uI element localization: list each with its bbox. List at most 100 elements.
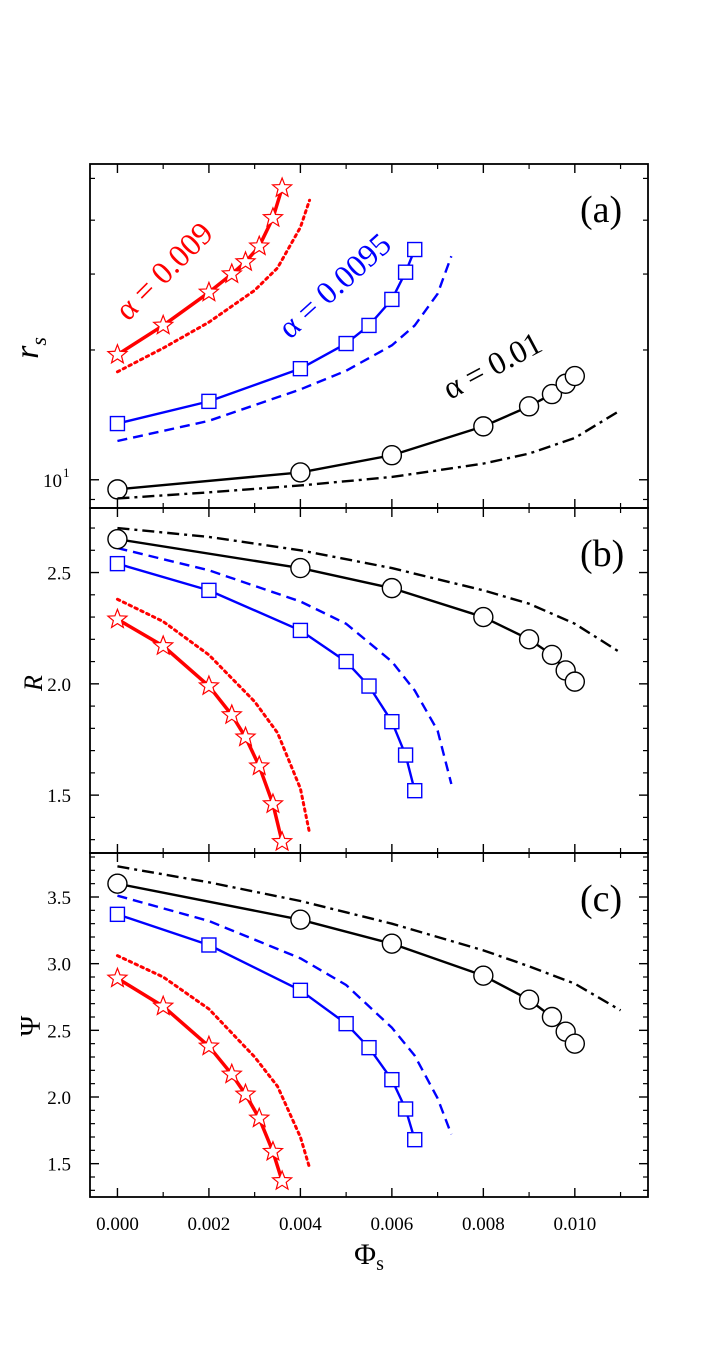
data-point-square (397, 747, 414, 763)
data-point-star (197, 280, 221, 302)
y-axis-title-rs: rs (9, 337, 51, 359)
data-point-star (152, 313, 175, 335)
series-line-c-3 (117, 894, 453, 1135)
data-point-circle (473, 606, 494, 628)
panel-label: (c) (580, 878, 622, 920)
x-tick-label: 0.000 (96, 1214, 139, 1235)
data-point-star (197, 1034, 221, 1056)
data-point-star (248, 754, 271, 776)
y-axis-title-R: R (19, 675, 48, 692)
data-point-circle (290, 557, 311, 579)
data-point-square (361, 678, 377, 694)
y-tick-label: 2.5 (47, 1021, 71, 1042)
data-point-square (292, 982, 309, 999)
data-point-circle (381, 445, 403, 466)
data-point-square (338, 335, 354, 352)
data-point-circle (541, 644, 563, 666)
data-point-square (361, 1039, 377, 1056)
data-point-star (152, 634, 175, 656)
data-point-star (271, 830, 294, 852)
data-point-square (109, 415, 126, 432)
data-point-circle (290, 462, 311, 483)
x-tick-label: 0.008 (462, 1214, 505, 1235)
y-tick-label: 2.5 (47, 564, 71, 585)
data-point-square (407, 1131, 423, 1148)
data-point-star (106, 607, 129, 629)
data-point-circle (518, 989, 540, 1010)
data-point-star (106, 966, 129, 988)
data-point-square (397, 264, 414, 280)
y-axis-title-psi: Ψ (16, 1015, 47, 1036)
data-point-square (384, 1071, 400, 1088)
y-tick-label: 10 (43, 471, 62, 492)
data-point-star (220, 703, 243, 725)
data-point-star (234, 1082, 257, 1104)
data-point-circle (541, 383, 563, 405)
data-point-square (338, 1015, 354, 1032)
data-point-square (407, 782, 423, 799)
x-tick-label: 0.006 (370, 1214, 413, 1235)
data-point-circle (107, 873, 128, 894)
data-point-square (407, 241, 423, 258)
series-line-c-5 (117, 865, 622, 1012)
data-point-square (201, 937, 217, 953)
data-point-square (201, 582, 217, 599)
panel-c-plot-area (106, 865, 622, 1191)
panel-c-frame (89, 852, 649, 1198)
series-line-a-3 (117, 255, 453, 443)
data-point-circle (473, 416, 494, 437)
data-point-circle (107, 479, 128, 500)
data-point-star (106, 343, 129, 365)
series-line-b-3 (117, 546, 453, 785)
y-tick-label: 1.5 (47, 1155, 71, 1176)
data-point-circle (518, 396, 540, 417)
data-point-star (271, 1169, 294, 1191)
data-point-circle (290, 909, 311, 930)
data-point-star (248, 234, 271, 256)
x-tick-label: 0.004 (279, 1214, 322, 1235)
data-point-circle (564, 365, 586, 387)
data-point-square (109, 555, 126, 572)
data-point-circle (564, 671, 586, 692)
data-point-star (261, 1140, 285, 1162)
series-line-a-1 (115, 198, 312, 374)
data-point-circle (473, 965, 494, 986)
data-point-star (261, 792, 285, 814)
data-point-circle (541, 1006, 563, 1028)
data-point-circle (107, 528, 128, 550)
panel-b-plot-area (106, 526, 622, 852)
y-tick-label-exponent: 1 (63, 465, 70, 480)
data-point-square (397, 1101, 414, 1117)
y-tick-label: 2.0 (47, 675, 71, 696)
series-line-b-1 (115, 597, 312, 835)
data-point-circle (381, 577, 403, 599)
data-point-square (338, 653, 354, 670)
data-point-circle (518, 629, 540, 650)
data-point-star (220, 1062, 243, 1084)
data-point-star (152, 994, 175, 1016)
y-tick-label: 3.0 (47, 955, 71, 976)
data-point-circle (381, 933, 403, 954)
data-point-star (197, 674, 221, 696)
y-tick-label: 1.5 (47, 786, 71, 807)
data-point-square (361, 317, 377, 334)
data-point-square (292, 622, 309, 639)
panel-label: (a) (580, 189, 622, 231)
data-point-star (234, 725, 257, 747)
x-axis-title: Φs (354, 1238, 384, 1275)
data-point-star (261, 206, 285, 228)
y-tick-label: 2.0 (47, 1088, 71, 1109)
series-line-b-5 (117, 526, 622, 654)
panel-a-plot-area (106, 176, 622, 500)
data-point-star (248, 1106, 271, 1128)
data-point-star (271, 176, 294, 198)
series-line-a-5 (117, 409, 622, 500)
data-point-square (292, 360, 309, 377)
series-line-c-1 (115, 954, 312, 1170)
y-tick-label: 3.5 (47, 888, 71, 909)
data-point-square (384, 291, 400, 308)
series-line-b-0 (116, 617, 284, 843)
data-point-square (384, 713, 400, 730)
data-point-square (109, 906, 126, 923)
